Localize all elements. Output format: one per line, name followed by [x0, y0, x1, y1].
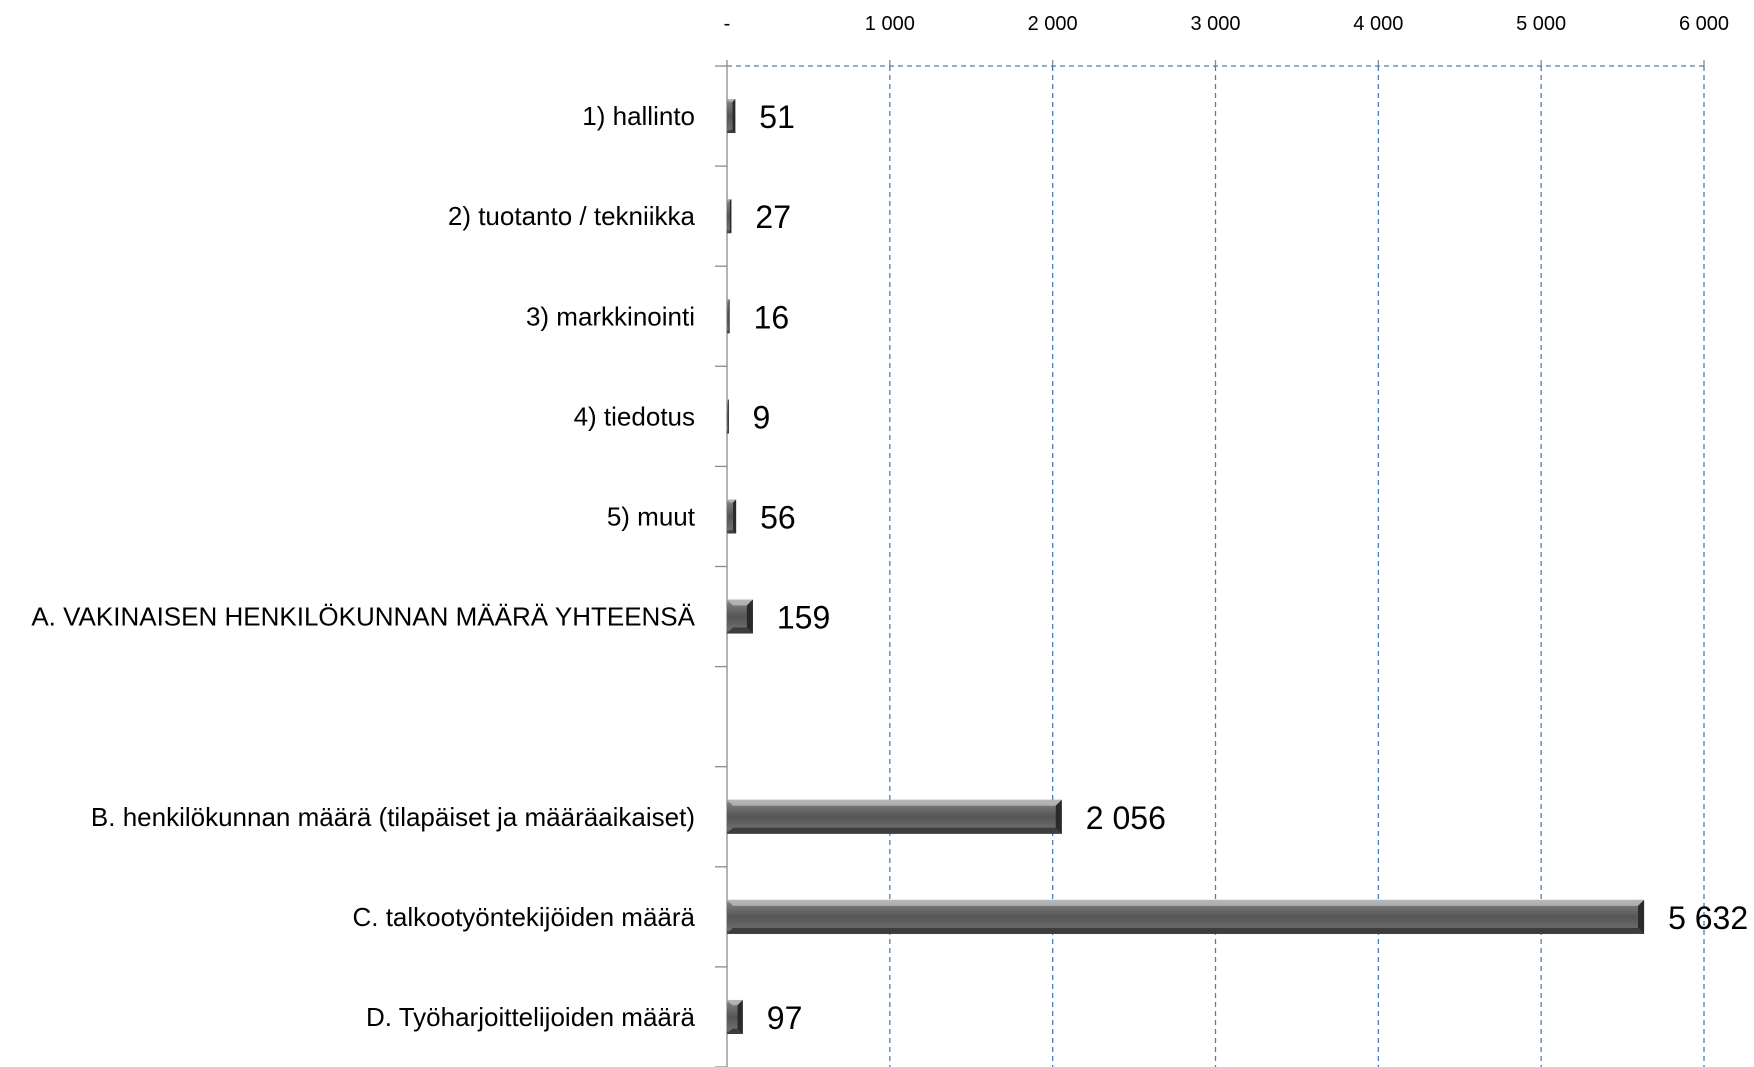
data-label: 51: [759, 99, 795, 135]
category-label: A. VAKINAISEN HENKILÖKUNNAN MÄÄRÄ YHTEEN…: [31, 602, 695, 632]
bar-bevel-top: [727, 399, 729, 401]
bar-bevel-right: [1055, 799, 1062, 834]
bar-bevel-top: [727, 199, 732, 201]
bar-bevel-bottom: [727, 927, 1645, 934]
bar: [727, 199, 732, 234]
bar-bevel-top: [727, 599, 753, 606]
data-label: 5 632: [1668, 900, 1748, 936]
x-tick-label: 5 000: [1516, 13, 1566, 35]
bar-bevel-right: [728, 299, 730, 334]
labels: 1) hallinto 51 2) tuotanto / tekniikka 27 3)…: [31, 99, 1748, 1036]
gridlines: [889, 66, 1705, 1067]
data-label: 97: [767, 1000, 803, 1036]
category-label: 3) markkinointi: [526, 301, 695, 331]
bar-bevel-right: [733, 499, 737, 534]
bar: [727, 399, 729, 434]
x-tick-label: -: [724, 13, 731, 35]
bar: [727, 299, 730, 334]
data-label: 159: [777, 600, 830, 636]
x-tick-label: 1 000: [865, 13, 915, 35]
category-label: B. henkilökunnan määrä (tilapäiset ja mä…: [91, 802, 695, 832]
bar-bevel-bottom: [727, 432, 729, 434]
axes: - 1 000 2 000 3 000 4 000 5 000 6 000: [715, 13, 1729, 1067]
bar-bevel-bottom: [727, 1028, 743, 1034]
bar: [727, 499, 737, 534]
bar-body: [727, 99, 736, 134]
bar-bevel-top: [727, 99, 736, 102]
category-label: C. talkootyöntekijöiden määrä: [352, 902, 695, 932]
bar-bevel-right: [732, 99, 736, 134]
x-tick-label: 2 000: [1028, 13, 1078, 35]
bar-bevel-right: [729, 199, 732, 234]
category-label: 5) muut: [607, 501, 696, 531]
bars: [727, 99, 1645, 1034]
bar-bevel-right: [728, 399, 729, 434]
bar-bevel-top: [727, 799, 1062, 806]
x-tick-label: 4 000: [1353, 13, 1403, 35]
bar-body: [727, 299, 730, 334]
category-label: 2) tuotanto / tekniikka: [448, 201, 696, 231]
bar-bevel-right: [746, 599, 753, 634]
bar-bevel-bottom: [727, 332, 730, 334]
bar: [727, 999, 743, 1034]
bar-bevel-bottom: [727, 827, 1062, 834]
bar: [727, 799, 1062, 834]
bar: [727, 599, 753, 634]
bar-bevel-bottom: [727, 130, 736, 134]
bar-bevel-bottom: [727, 627, 753, 634]
bar-body: [727, 399, 729, 434]
x-tick-label: 6 000: [1679, 13, 1729, 35]
bar: [727, 99, 736, 134]
data-label: 9: [752, 399, 770, 435]
category-label: D. Työharjoittelijoiden määrä: [366, 1002, 696, 1032]
x-tick-label: 3 000: [1190, 13, 1240, 35]
data-label: 27: [755, 199, 791, 235]
category-label: 4) tiedotus: [574, 401, 695, 431]
bar-bevel-bottom: [727, 231, 732, 234]
bar-bevel-top: [727, 299, 730, 301]
bar-bevel-right: [1638, 899, 1645, 934]
bar-bevel-right: [737, 999, 743, 1034]
data-label: 16: [754, 299, 790, 335]
bar-bevel-top: [727, 899, 1645, 906]
bar-body: [727, 199, 732, 234]
category-label: 1) hallinto: [582, 101, 695, 131]
bar-bevel-bottom: [727, 530, 737, 534]
data-label: 56: [760, 499, 796, 535]
data-label: 2 056: [1086, 800, 1166, 836]
bar-body: [727, 499, 737, 534]
bar: [727, 899, 1645, 934]
